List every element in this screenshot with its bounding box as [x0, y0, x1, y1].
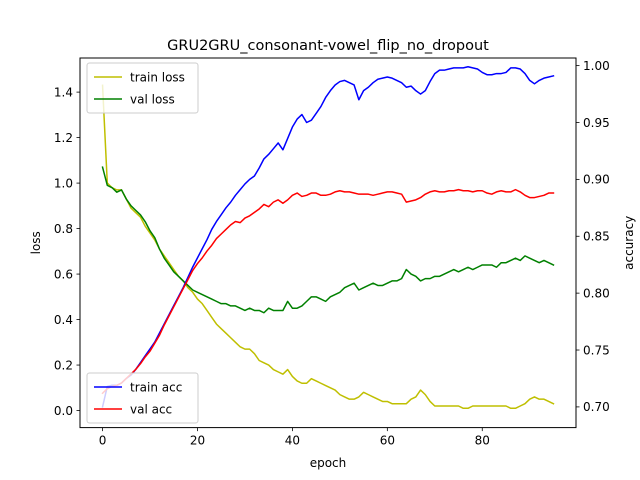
x-tick-label: 40 [285, 434, 300, 448]
y-right-tick-label: 0.95 [583, 116, 610, 130]
legend-acc: train acc val acc [86, 372, 199, 424]
y-left-tick-label: 0.2 [54, 358, 73, 372]
x-tick-label: 0 [99, 434, 107, 448]
series-line-val-loss [101, 166, 555, 314]
y-right-tick-label: 0.70 [583, 400, 610, 414]
legend-loss: train loss val loss [86, 62, 199, 114]
x-tick-label: 80 [475, 434, 490, 448]
y-axis-right-label: accuracy [622, 216, 636, 270]
y-left-tick-label: 0.0 [54, 404, 73, 418]
y-left-tick-label: 0.8 [54, 222, 73, 236]
legend-label-train-loss: train loss [130, 70, 185, 84]
legend-box [86, 62, 199, 114]
y-right-tick-label: 1.00 [583, 59, 610, 73]
chart-title: GRU2GRU_consonant-vowel_flip_no_dropout [167, 38, 489, 54]
x-tick-label: 20 [190, 434, 205, 448]
y-axis-left: 0.0 0.2 0.4 0.6 0.8 1.0 1.2 1.4 [54, 85, 80, 418]
y-right-tick-label: 0.85 [583, 230, 610, 244]
y-axis-right: 0.70 0.75 0.80 0.85 0.90 0.95 1.00 [576, 59, 610, 414]
y-right-tick-label: 0.75 [583, 343, 610, 357]
legend-label-val-loss: val loss [130, 92, 175, 106]
plot-frame [79, 57, 577, 429]
y-left-tick-label: 0.4 [54, 313, 73, 327]
y-axis-left-label: loss [29, 231, 43, 254]
y-right-tick-label: 0.90 [583, 173, 610, 187]
y-left-tick-label: 1.4 [54, 85, 73, 99]
x-tick-label: 60 [380, 434, 395, 448]
y-left-tick-label: 1.2 [54, 131, 73, 145]
x-axis: 0 20 40 60 80 [99, 427, 490, 448]
y-right-tick-label: 0.80 [583, 286, 610, 300]
y-left-tick-label: 0.6 [54, 267, 73, 281]
plot-area [101, 66, 555, 410]
legend-label-train-acc: train acc [130, 380, 182, 394]
legend-box [86, 372, 199, 424]
series-line-val-acc [101, 188, 555, 395]
legend-label-val-acc: val acc [130, 402, 172, 416]
y-left-tick-label: 1.0 [54, 176, 73, 190]
x-axis-label: epoch [310, 456, 347, 470]
